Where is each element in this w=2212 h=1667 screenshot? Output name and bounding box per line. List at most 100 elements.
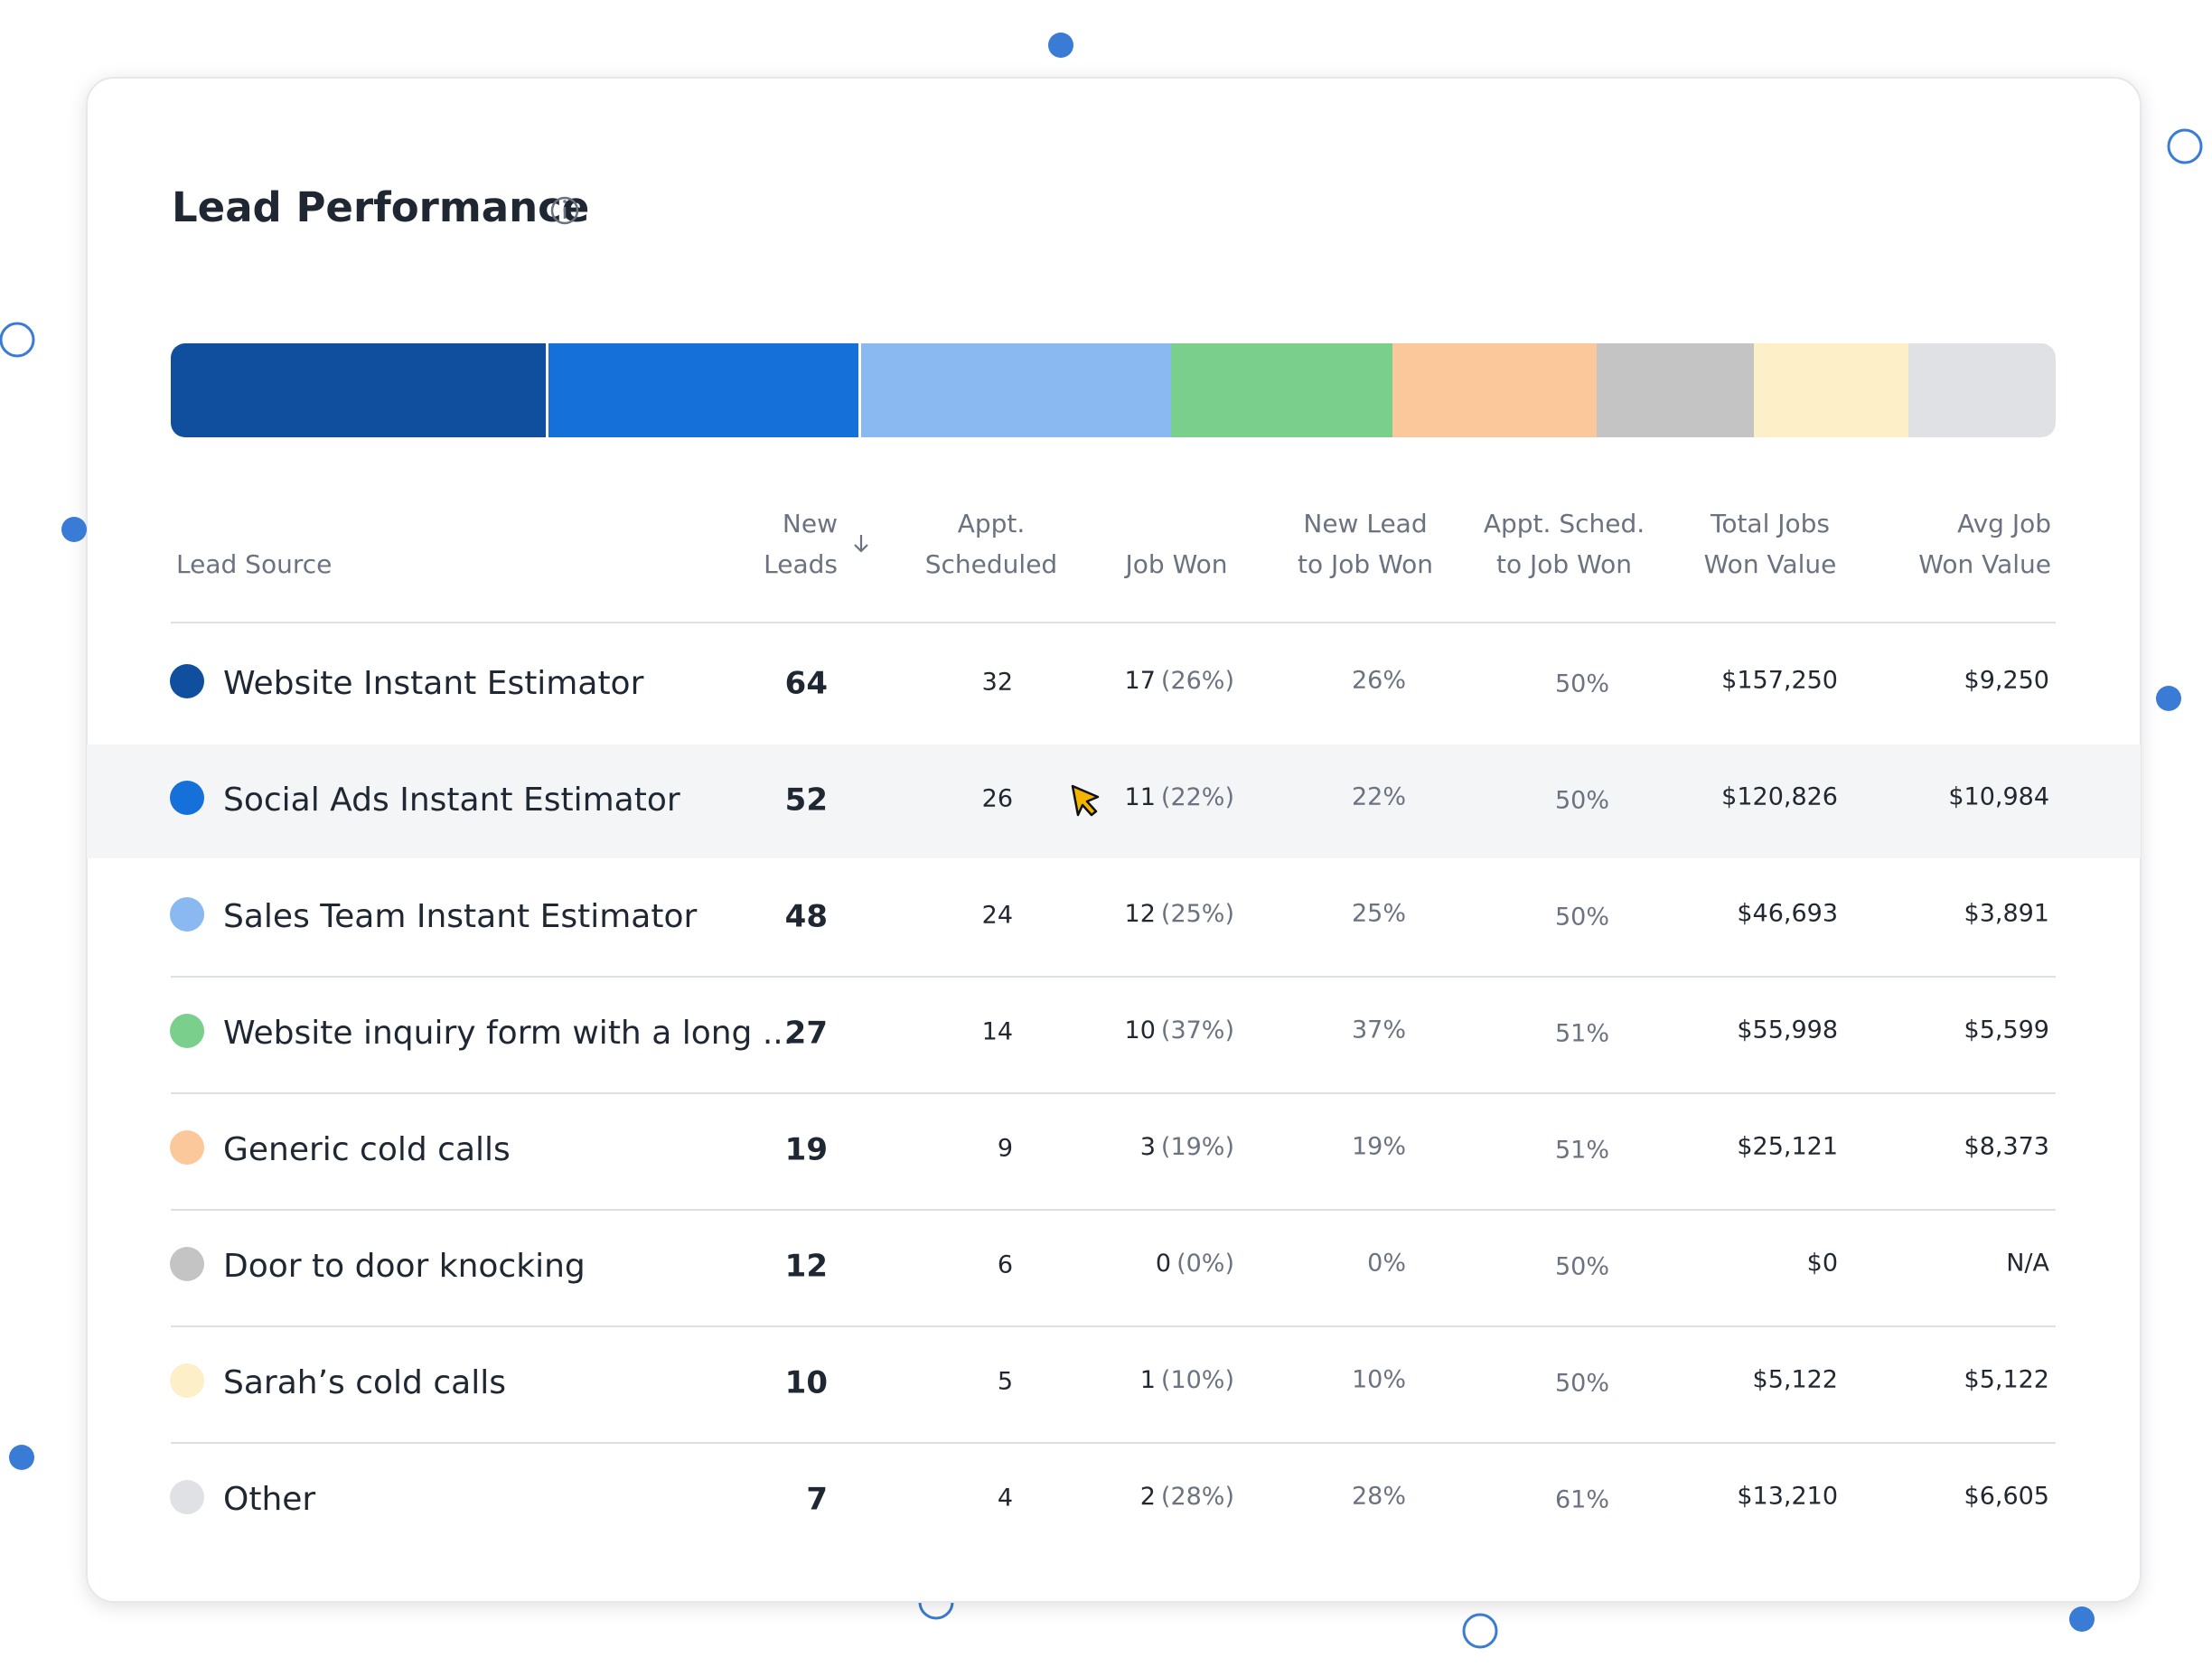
decor-circle <box>0 322 35 358</box>
appt-scheduled: 4 <box>998 1484 1013 1512</box>
column-header: to Job Won <box>1298 549 1433 579</box>
job-won-count: 2 <box>1140 1483 1156 1511</box>
lead-to-won: 10% <box>1352 1366 1406 1394</box>
table: Lead Source New Leads Appt. Scheduled Job Won… <box>170 509 2056 1518</box>
info-icon[interactable] <box>550 196 579 225</box>
lead-to-won: 22% <box>1352 783 1406 811</box>
decor-circle <box>2167 128 2203 164</box>
new-leads: 52 <box>785 782 828 819</box>
column-header: Scheduled <box>925 549 1057 579</box>
source-name: Website Instant Estimator <box>223 665 644 702</box>
source-dot <box>170 1247 204 1281</box>
appt-scheduled: 6 <box>998 1251 1013 1279</box>
appt-to-won: 50% <box>1555 1253 1609 1281</box>
total-value: $55,998 <box>1737 1016 1838 1044</box>
bar-segment <box>171 343 546 437</box>
appt-to-won: 50% <box>1555 787 1609 815</box>
bar-segment <box>1171 343 1392 437</box>
lead-to-won: 19% <box>1352 1133 1406 1161</box>
row-highlight <box>87 745 2141 858</box>
column-header: New Lead <box>1303 509 1427 538</box>
job-won: 12 (25%) <box>1125 900 1234 928</box>
source-dot <box>170 1014 204 1048</box>
decor-dot <box>2156 686 2181 711</box>
bar-segment <box>1392 343 1597 437</box>
decor-dot <box>1048 33 1073 58</box>
job-won-count: 1 <box>1140 1366 1156 1394</box>
job-won: 17 (26%) <box>1125 667 1234 695</box>
source-name: Generic cold calls <box>223 1131 511 1168</box>
appt-scheduled: 24 <box>982 902 1013 930</box>
share-bar <box>171 343 2056 437</box>
source-dot <box>170 1363 204 1398</box>
bar-segment <box>1597 343 1754 437</box>
source-dot <box>170 1480 204 1514</box>
decor-dot <box>2069 1606 2095 1632</box>
job-won-pct: (28%) <box>1161 1483 1234 1511</box>
avg-value: $3,891 <box>1964 900 2049 928</box>
new-leads: 7 <box>806 1482 828 1518</box>
column-header: Total Jobs <box>1710 509 1830 538</box>
bar-segment <box>548 343 858 437</box>
new-leads: 10 <box>785 1365 828 1401</box>
column-header: Leads <box>764 549 838 579</box>
job-won-pct: (25%) <box>1161 900 1234 928</box>
appt-to-won: 50% <box>1555 1370 1609 1398</box>
lead-to-won: 25% <box>1352 900 1406 928</box>
lead-to-won: 37% <box>1352 1016 1406 1044</box>
new-leads: 48 <box>785 899 828 935</box>
appt-scheduled: 9 <box>998 1135 1013 1163</box>
appt-to-won: 50% <box>1555 904 1609 932</box>
job-won: 10 (37%) <box>1125 1016 1234 1044</box>
job-won: 3 (19%) <box>1140 1133 1234 1161</box>
avg-value: $9,250 <box>1964 667 2049 695</box>
column-header: Job Won <box>1124 549 1228 579</box>
source-dot <box>170 664 204 698</box>
column-header: Won Value <box>1918 549 2051 579</box>
bar-segment <box>1754 343 1908 437</box>
job-won-count: 17 <box>1125 667 1156 695</box>
decor-dot <box>9 1445 34 1470</box>
new-leads: 64 <box>785 666 828 702</box>
source-name: Social Ads Instant Estimator <box>223 782 680 819</box>
job-won-count: 11 <box>1125 783 1156 811</box>
appt-to-won: 51% <box>1555 1137 1609 1165</box>
avg-value: $10,984 <box>1948 783 2049 811</box>
job-won-pct: (26%) <box>1161 667 1234 695</box>
column-header: Appt. Sched. <box>1484 509 1645 538</box>
job-won-count: 3 <box>1140 1133 1156 1161</box>
total-value: $25,121 <box>1737 1133 1838 1161</box>
total-value: $46,693 <box>1737 900 1838 928</box>
total-value: $13,210 <box>1737 1483 1838 1511</box>
source-name: Sarah’s cold calls <box>223 1364 506 1401</box>
avg-value: N/A <box>2006 1250 2049 1278</box>
new-leads: 12 <box>785 1249 828 1285</box>
appt-to-won: 61% <box>1555 1486 1609 1514</box>
appt-scheduled: 26 <box>982 785 1013 813</box>
title: Lead Performance <box>172 183 589 231</box>
lead-to-won: 0% <box>1367 1250 1406 1278</box>
avg-value: $8,373 <box>1964 1133 2049 1161</box>
decor-dot <box>61 517 87 542</box>
job-won-pct: (0%) <box>1176 1250 1234 1278</box>
source-dot <box>170 781 204 815</box>
new-leads: 27 <box>785 1016 828 1052</box>
total-value: $157,250 <box>1721 667 1838 695</box>
appt-scheduled: 5 <box>998 1368 1013 1396</box>
appt-to-won: 50% <box>1555 670 1609 698</box>
column-header: New <box>783 509 838 538</box>
lead-to-won: 26% <box>1352 667 1406 695</box>
source-dot <box>170 897 204 932</box>
appt-to-won: 51% <box>1555 1020 1609 1048</box>
column-header: Appt. <box>958 509 1026 538</box>
column-header: Avg Job <box>1957 509 2051 538</box>
column-header: to Job Won <box>1496 549 1632 579</box>
job-won: 11 (22%) <box>1125 783 1234 811</box>
total-value: $120,826 <box>1721 783 1838 811</box>
avg-value: $5,599 <box>1964 1016 2049 1044</box>
job-won-pct: (37%) <box>1161 1016 1234 1044</box>
decor-circle <box>1462 1613 1498 1649</box>
source-name: Other <box>223 1481 315 1518</box>
